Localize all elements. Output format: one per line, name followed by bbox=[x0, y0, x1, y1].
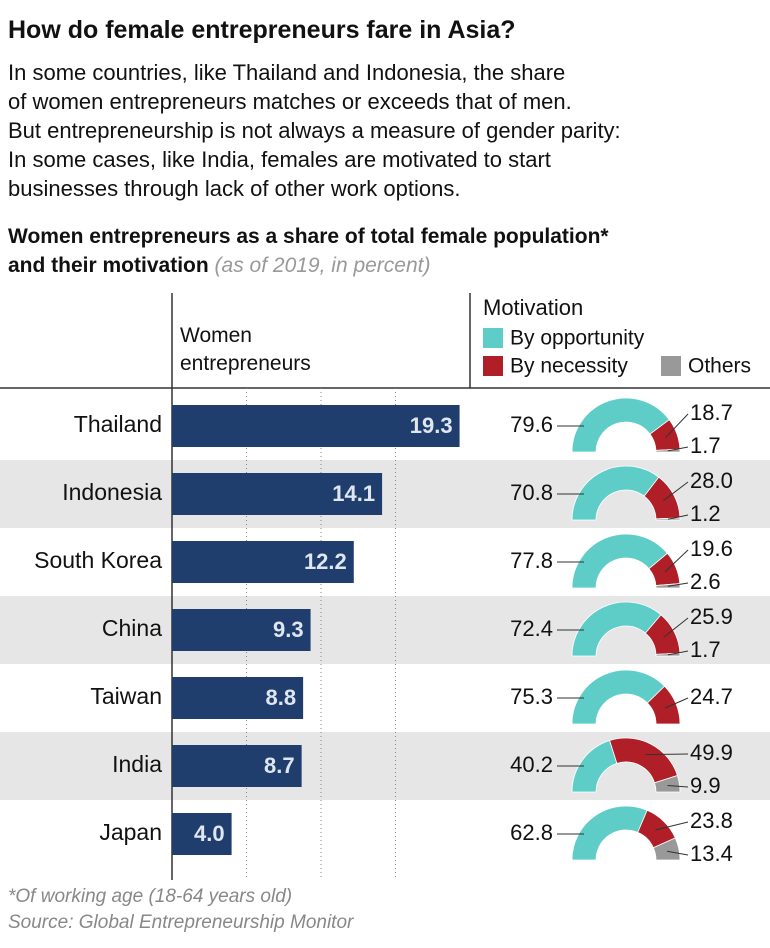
value-label: 40.2 bbox=[510, 752, 553, 777]
bar bbox=[172, 609, 311, 651]
notes: *Of working age (18-64 years old) Source:… bbox=[8, 884, 353, 936]
legend-label: Others bbox=[688, 355, 751, 378]
bar bbox=[172, 473, 383, 515]
leader-line bbox=[645, 753, 689, 756]
legend-swatch bbox=[483, 356, 503, 376]
subtitle-line: of women entrepreneurs matches or exceed… bbox=[8, 89, 572, 114]
value-label: 9.9 bbox=[690, 773, 721, 798]
category-label: India bbox=[112, 751, 162, 777]
leader-line bbox=[665, 413, 689, 439]
leader-line bbox=[667, 514, 689, 520]
value-label: 4.0 bbox=[194, 821, 225, 846]
value-label: 75.3 bbox=[510, 684, 553, 709]
subtitle-line: businesses through lack of other work op… bbox=[8, 176, 461, 201]
value-label: 1.2 bbox=[690, 501, 721, 526]
legend-label: By necessity bbox=[510, 355, 628, 378]
chart-title: Women entrepreneurs as a share of total … bbox=[8, 225, 609, 248]
category-label: China bbox=[102, 615, 162, 641]
legend-swatch bbox=[483, 328, 503, 348]
value-label: 8.7 bbox=[264, 753, 295, 778]
value-label: 24.7 bbox=[690, 684, 733, 709]
value-label: 19.3 bbox=[410, 413, 453, 438]
subtitle-line: But entrepreneurship is not always a mea… bbox=[8, 118, 621, 143]
category-label: South Korea bbox=[34, 547, 162, 573]
subtitle: In some countries, like Thailand and Ind… bbox=[8, 58, 621, 203]
value-label: 28.0 bbox=[690, 468, 733, 493]
chart-title-line: and their motivation (as of 2019, in per… bbox=[8, 251, 609, 280]
donut-segment bbox=[571, 601, 662, 657]
leader-line bbox=[667, 582, 689, 587]
leader-line bbox=[662, 481, 689, 502]
legend-title: Motivation bbox=[483, 295, 583, 320]
value-label: 72.4 bbox=[510, 616, 553, 641]
value-label: 1.7 bbox=[690, 433, 721, 458]
bar bbox=[172, 813, 232, 855]
leader-line bbox=[667, 446, 689, 452]
bar bbox=[172, 745, 302, 787]
title: How do female entrepreneurs fare in Asia… bbox=[8, 16, 516, 44]
value-label: 77.8 bbox=[510, 548, 553, 573]
value-label: 79.6 bbox=[510, 412, 553, 437]
donut-segment bbox=[571, 805, 648, 861]
donut-segment bbox=[652, 837, 681, 861]
donut-segment bbox=[571, 397, 670, 453]
value-label: 19.6 bbox=[690, 536, 733, 561]
value-label: 1.7 bbox=[690, 637, 721, 662]
value-label: 9.3 bbox=[273, 617, 304, 642]
value-label: 25.9 bbox=[690, 604, 733, 629]
value-label: 8.8 bbox=[266, 685, 297, 710]
subtitle-line: In some countries, like Thailand and Ind… bbox=[8, 60, 566, 85]
leader-line bbox=[666, 850, 689, 856]
legend-swatch bbox=[661, 356, 681, 376]
x-label: Women entrepreneurs bbox=[180, 324, 311, 375]
note: Source: Global Entrepreneurship Monitor bbox=[8, 912, 354, 933]
value-label: 49.9 bbox=[690, 740, 733, 765]
leader-line bbox=[664, 697, 689, 709]
leader-line bbox=[655, 821, 689, 831]
value-label: 13.4 bbox=[690, 841, 733, 866]
chart-heading: Women entrepreneurs as a share of total … bbox=[8, 222, 609, 280]
donut-segment bbox=[571, 533, 668, 589]
value-label: 23.8 bbox=[690, 808, 733, 833]
donut-segment bbox=[646, 685, 681, 725]
category-label: Japan bbox=[99, 819, 162, 845]
chart-title: and their motivation bbox=[8, 254, 209, 277]
value-label: 18.7 bbox=[690, 400, 733, 425]
bar bbox=[172, 541, 354, 583]
value-label: 70.8 bbox=[510, 480, 553, 505]
leader-line bbox=[663, 617, 689, 638]
subtitle-line: In some cases, like India, females are m… bbox=[8, 147, 551, 172]
legend-label: By opportunity bbox=[510, 327, 645, 350]
note: *Of working age (18-64 years old) bbox=[8, 886, 293, 907]
donut-segment bbox=[654, 774, 681, 793]
value-label: 62.8 bbox=[510, 820, 553, 845]
value-label: 2.6 bbox=[690, 569, 721, 594]
leader-line bbox=[667, 784, 689, 788]
chart-note: (as of 2019, in percent) bbox=[214, 254, 431, 277]
donut-segment bbox=[571, 465, 660, 521]
donut-segment bbox=[571, 669, 666, 725]
leader-line bbox=[667, 650, 689, 656]
category-label: Taiwan bbox=[90, 683, 162, 709]
leader-line bbox=[664, 549, 689, 573]
value-label: 12.2 bbox=[304, 549, 347, 574]
bar bbox=[172, 405, 460, 447]
category-label: Thailand bbox=[74, 411, 162, 437]
category-label: Indonesia bbox=[62, 479, 162, 505]
bar bbox=[172, 677, 304, 719]
value-label: 14.1 bbox=[332, 481, 375, 506]
